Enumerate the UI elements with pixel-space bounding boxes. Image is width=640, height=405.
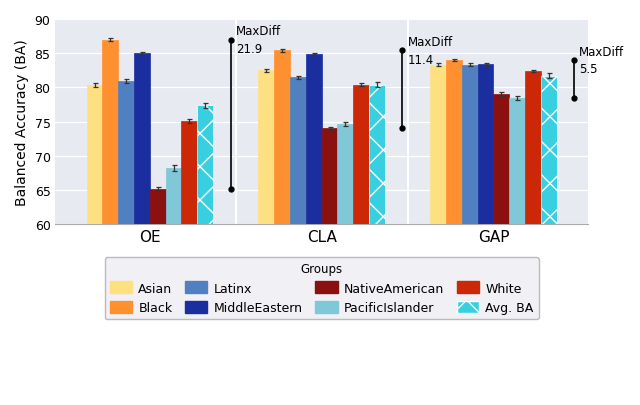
Bar bbox=[306, 55, 322, 225]
Bar bbox=[182, 122, 197, 225]
Bar bbox=[493, 95, 509, 225]
Bar bbox=[525, 72, 541, 225]
Bar bbox=[322, 129, 337, 225]
Bar bbox=[337, 124, 353, 225]
Bar bbox=[150, 190, 166, 225]
Bar bbox=[369, 85, 385, 225]
Bar bbox=[462, 66, 477, 225]
Bar bbox=[259, 71, 274, 225]
Bar bbox=[134, 54, 150, 225]
Bar bbox=[118, 81, 134, 225]
Text: 5.5: 5.5 bbox=[579, 63, 598, 76]
Bar bbox=[541, 77, 557, 225]
Bar bbox=[102, 40, 118, 225]
Text: MaxDiff: MaxDiff bbox=[236, 26, 281, 38]
Bar bbox=[274, 51, 290, 225]
Bar bbox=[446, 61, 462, 225]
Y-axis label: Balanced Accuracy (BA): Balanced Accuracy (BA) bbox=[15, 39, 29, 205]
Bar bbox=[477, 65, 493, 225]
Text: MaxDiff: MaxDiff bbox=[579, 46, 625, 59]
Bar bbox=[353, 85, 369, 225]
Bar bbox=[430, 66, 446, 225]
Bar bbox=[197, 106, 213, 225]
Bar bbox=[509, 99, 525, 225]
Bar bbox=[290, 78, 306, 225]
Text: 21.9: 21.9 bbox=[236, 43, 262, 55]
Bar bbox=[86, 86, 102, 225]
Bar bbox=[166, 169, 182, 225]
Legend: Asian, Black, Latinx, MiddleEastern, NativeAmerican, PacificIslander, White, Avg: Asian, Black, Latinx, MiddleEastern, Nat… bbox=[104, 258, 539, 320]
Text: MaxDiff: MaxDiff bbox=[408, 36, 452, 49]
Text: 11.4: 11.4 bbox=[408, 53, 434, 66]
